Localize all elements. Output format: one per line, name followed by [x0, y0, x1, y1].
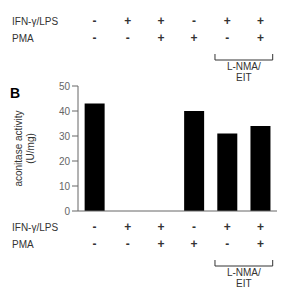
- svg-text:IFN-γ/LPS: IFN-γ/LPS: [12, 16, 58, 27]
- svg-text:EIT: EIT: [236, 72, 252, 83]
- svg-text:IFN-γ/LPS: IFN-γ/LPS: [12, 222, 58, 233]
- svg-text:-: -: [225, 237, 229, 251]
- svg-text:+: +: [257, 237, 264, 251]
- svg-text:-: -: [126, 237, 130, 251]
- svg-text:10: 10: [59, 181, 71, 192]
- svg-text:20: 20: [59, 156, 71, 167]
- svg-text:40: 40: [59, 106, 71, 117]
- svg-text:0: 0: [64, 206, 70, 217]
- svg-text:-: -: [93, 31, 97, 45]
- svg-text:-: -: [225, 31, 229, 45]
- svg-text:+: +: [224, 220, 231, 234]
- svg-text:L-NMA/: L-NMA/: [227, 61, 261, 72]
- svg-text:+: +: [257, 31, 264, 45]
- svg-text:EIT: EIT: [236, 278, 252, 287]
- svg-text:+: +: [257, 14, 264, 28]
- svg-text:L-NMA/: L-NMA/: [227, 267, 261, 278]
- svg-text:+: +: [157, 220, 164, 234]
- svg-text:+: +: [157, 14, 164, 28]
- svg-text:+: +: [191, 237, 198, 251]
- svg-text:aconitase activity(U/mg): aconitase activity(U/mg): [13, 110, 36, 186]
- svg-text:-: -: [192, 14, 196, 28]
- svg-text:-: -: [126, 31, 130, 45]
- svg-text:B: B: [10, 85, 20, 101]
- svg-text:+: +: [224, 14, 231, 28]
- svg-text:30: 30: [59, 131, 71, 142]
- svg-text:-: -: [93, 220, 97, 234]
- svg-text:+: +: [157, 237, 164, 251]
- svg-text:+: +: [157, 31, 164, 45]
- svg-text:+: +: [124, 220, 131, 234]
- svg-text:-: -: [192, 220, 196, 234]
- svg-text:50: 50: [59, 81, 71, 92]
- svg-text:-: -: [93, 237, 97, 251]
- svg-text:+: +: [191, 31, 198, 45]
- svg-text:+: +: [257, 220, 264, 234]
- svg-text:+: +: [124, 14, 131, 28]
- svg-text:-: -: [93, 14, 97, 28]
- svg-text:PMA: PMA: [12, 33, 34, 44]
- svg-text:PMA: PMA: [12, 239, 34, 250]
